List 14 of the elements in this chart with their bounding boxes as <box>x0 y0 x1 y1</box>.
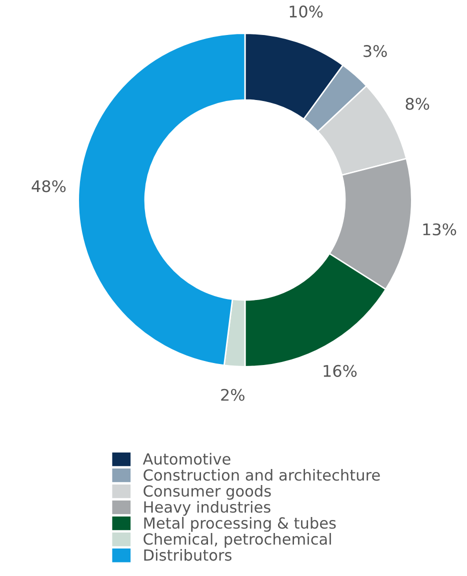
legend-label: Metal processing & tubes <box>144 516 336 532</box>
data-label: 3% <box>364 45 387 58</box>
data-label: 16% <box>324 364 357 377</box>
legend-label: Consumer goods <box>144 484 271 500</box>
data-label: 48% <box>32 180 66 192</box>
data-label: 10% <box>290 6 323 18</box>
legend-label: Automotive <box>142 452 230 465</box>
data-label: 8% <box>406 98 430 110</box>
data-label: 2% <box>221 388 244 401</box>
legend-label: Construction and architechture <box>144 468 380 481</box>
legend-label: Chemical, petrochemical <box>144 532 331 548</box>
legend-label: Heavy industries <box>144 500 270 516</box>
legend-label: Distributors <box>144 548 232 561</box>
data-label: 13% <box>423 223 456 236</box>
